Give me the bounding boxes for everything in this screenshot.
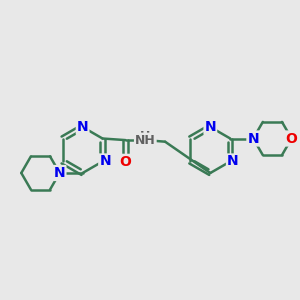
Text: N: N xyxy=(99,154,111,169)
Text: NH: NH xyxy=(135,134,156,147)
Text: O: O xyxy=(120,155,131,169)
Text: N: N xyxy=(227,154,238,169)
Text: N: N xyxy=(77,120,88,134)
Text: O: O xyxy=(286,131,298,146)
Text: N: N xyxy=(205,120,216,134)
Text: N: N xyxy=(248,131,259,146)
Text: H: H xyxy=(140,130,151,143)
Text: N: N xyxy=(54,166,65,180)
